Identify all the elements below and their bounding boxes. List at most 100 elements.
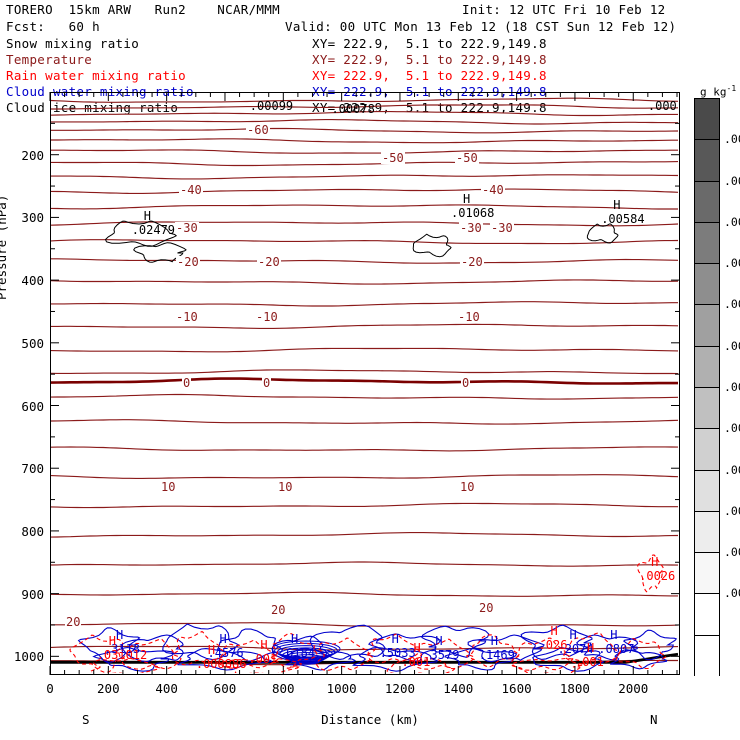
cross-section-plot xyxy=(50,92,680,675)
rain-contour-1 xyxy=(120,638,182,670)
header-model-title: TORERO 15km ARW Run2 NCAR/MMM xyxy=(6,2,280,17)
legend-field-xy-0: XY= 222.9, 5.1 to 222.9,149.8 xyxy=(312,36,547,51)
isotherm-24 xyxy=(51,502,678,509)
x-tick-1000: 1000 xyxy=(326,681,357,696)
colorbar-unit-label: g kg-1 xyxy=(700,84,736,99)
maximum-marker-14: H xyxy=(260,638,268,653)
isotherm-15 xyxy=(51,301,678,307)
isotherm-12 xyxy=(51,239,678,245)
maximum-value-9: .1469 xyxy=(478,647,515,662)
isotherm-7 xyxy=(51,161,678,167)
x-tick-0: 0 xyxy=(46,681,54,696)
maximum-marker-9: H xyxy=(490,633,498,648)
header-forecast-hour: Fcst: 60 h xyxy=(6,19,100,34)
colorbar-segment-3 xyxy=(695,222,719,265)
temperature-contour-label-5: -30 xyxy=(175,221,199,235)
colorbar-segment-9 xyxy=(695,470,719,512)
rain-contour-11 xyxy=(615,638,667,670)
rain-contour-8 xyxy=(465,634,520,668)
cloud-water-contour-15 xyxy=(352,646,438,672)
temperature-contour-label-20: 20 xyxy=(65,615,82,629)
cloud-water-contour-1 xyxy=(120,634,184,663)
cloud-water-core-0 xyxy=(271,640,341,658)
isotherm-0 xyxy=(51,97,678,103)
y-axis-label: Pressure (hPa) xyxy=(0,194,9,300)
y-tick-800: 800 xyxy=(21,523,44,539)
temperature-contour-label-19: 10 xyxy=(459,480,476,494)
rain-contour-upper-right xyxy=(636,554,665,593)
cloud-water-core-4 xyxy=(281,649,331,662)
colorbar-segment-5 xyxy=(695,305,719,347)
colorbar-label-4: .0064 xyxy=(724,297,740,312)
cloud-water-contour-7 xyxy=(421,625,490,658)
isotherm-17 xyxy=(51,347,678,353)
colorbar-segment-12 xyxy=(695,594,719,636)
rain-contour-3 xyxy=(216,639,280,669)
isotherm-5 xyxy=(51,138,678,144)
cloud-water-contour-2 xyxy=(162,623,240,661)
rain-contour-13 xyxy=(220,657,303,673)
temperature-contour-label-13: -10 xyxy=(457,310,481,324)
x-tick-800: 800 xyxy=(272,681,295,696)
rain-contour-12 xyxy=(89,657,161,673)
x-tick-1200: 1200 xyxy=(384,681,415,696)
colorbar-label-9: .0024 xyxy=(724,503,740,518)
temperature-contour-label-7: -30 xyxy=(490,221,514,235)
maximum-value-5: .4576 xyxy=(207,645,244,660)
colorbar-label-7: .004 xyxy=(724,421,740,436)
maximum-value-12: .03i012 xyxy=(96,647,148,662)
cloud-water-contour-6 xyxy=(368,633,442,662)
x-tick-1400: 1400 xyxy=(443,681,474,696)
isotherm-19 xyxy=(51,377,678,385)
isotherm-2 xyxy=(51,111,678,117)
temperature-contour-label-22: 20 xyxy=(478,601,495,615)
isotherm-22 xyxy=(51,446,678,452)
temperature-contour-label-18: 10 xyxy=(277,480,294,494)
isotherm-25 xyxy=(51,532,678,538)
maximum-marker-15: H xyxy=(413,641,421,656)
maximum-value-6: .6184 xyxy=(278,645,316,660)
colorbar-unit-text: g kg xyxy=(700,85,727,99)
colorbar-label-6: .0048 xyxy=(724,380,740,394)
maximum-value-13: .008886 xyxy=(195,657,247,672)
isotherm-6 xyxy=(51,149,678,154)
rain-contour-10 xyxy=(563,632,621,665)
isotherm-16 xyxy=(51,323,678,329)
colorbar-segment-6 xyxy=(695,346,719,388)
y-tick-200: 200 xyxy=(21,147,44,163)
temperature-contour-label-16: 0 xyxy=(461,376,471,390)
colorbar-label-11: .0008 xyxy=(724,586,740,601)
maximum-marker-3: H xyxy=(651,554,659,569)
colorbar-segment-7 xyxy=(695,388,719,430)
legend-field-label-0: Snow mixing ratio xyxy=(6,36,140,51)
maximum-value-10: .2074 xyxy=(557,641,594,656)
maximum-value-1: .01068 xyxy=(451,205,495,220)
temperature-contour-label-21: 20 xyxy=(270,603,287,617)
colorbar-segment-11 xyxy=(695,553,719,595)
colorbar-label-0: .0096 xyxy=(724,132,740,147)
maximum-value-11: .0807 xyxy=(598,641,635,656)
colorbar-segment-2 xyxy=(695,181,719,223)
cloud-water-contour-12 xyxy=(92,646,175,672)
cloud-water-contour-0 xyxy=(77,627,141,663)
temperature-contour-label-2: -50 xyxy=(455,151,479,165)
y-tick-500: 500 xyxy=(21,335,44,351)
x-axis-label: Distance (km) xyxy=(321,712,419,727)
colorbar-label-1: .0088 xyxy=(724,173,740,188)
maximum-marker-1: H xyxy=(463,191,471,206)
y-tick-400: 400 xyxy=(21,273,44,289)
colorbar-segment-10 xyxy=(695,511,719,554)
snow-contour-3 xyxy=(133,242,187,263)
isotherm-20 xyxy=(51,393,678,400)
maximum-value-14: .001 xyxy=(248,652,278,667)
rain-contour-9 xyxy=(511,637,574,671)
x-axis-south-endpoint: S xyxy=(82,712,90,727)
temperature-contour-label-1: -50 xyxy=(381,151,405,165)
x-axis-north-endpoint: N xyxy=(650,712,658,727)
colorbar-label-5: .0056 xyxy=(724,338,740,353)
isotherm-1 xyxy=(51,104,678,110)
maximum-marker-11: H xyxy=(610,627,618,642)
temperature-contour-label-14: 0 xyxy=(182,376,192,390)
maximum-marker-7: H xyxy=(391,631,399,646)
